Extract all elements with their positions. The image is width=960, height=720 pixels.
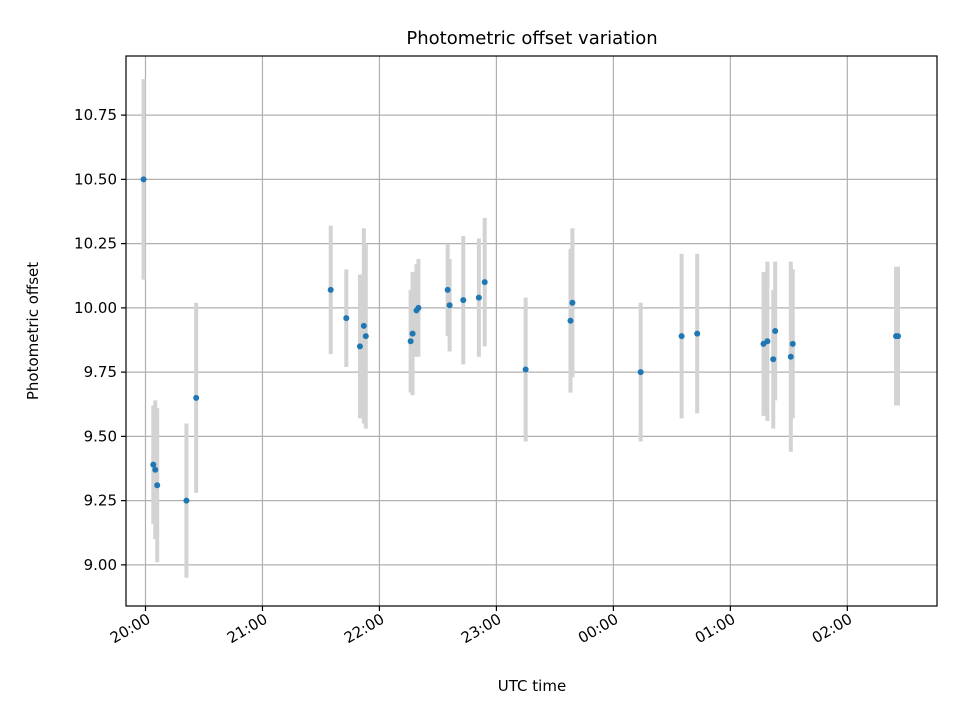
plot-area-frame (125, 55, 938, 607)
y-tick-label: 9.75 (84, 363, 117, 381)
y-tick-label: 10.75 (74, 106, 117, 124)
data-point (770, 356, 777, 363)
y-tick-label: 10.00 (74, 299, 117, 317)
y-tick-label: 9.00 (84, 556, 117, 574)
data-point (327, 286, 334, 293)
data-point (409, 330, 416, 337)
data-point (150, 461, 157, 468)
y-tick-label: 10.25 (74, 235, 117, 253)
grid (126, 56, 937, 606)
data-point (772, 328, 779, 334)
data-point (764, 338, 771, 345)
data-point (343, 315, 350, 322)
y-tick-label: 10.50 (74, 170, 117, 188)
data-point (183, 497, 190, 504)
data-point (415, 304, 422, 311)
data-point (637, 369, 644, 376)
data-point (360, 322, 367, 329)
data-point (569, 299, 576, 306)
data-point (152, 466, 159, 473)
y-axis-title: Photometric offset (24, 262, 42, 400)
data-point (154, 482, 161, 489)
data-point (787, 353, 794, 360)
data-point (567, 317, 574, 324)
data-point (678, 333, 685, 340)
data-point (895, 333, 902, 340)
y-tick-label: 9.50 (84, 427, 117, 445)
data-point (475, 294, 482, 301)
y-axis-ticks: 9.00 9.25 9.50 9.75 10.00 10.25 10.50 10.75 (74, 106, 126, 574)
data-point (481, 279, 488, 286)
data-points (140, 176, 902, 504)
data-point (356, 343, 363, 350)
x-axis-title: UTC time (498, 677, 566, 695)
data-point (140, 176, 147, 183)
data-point (694, 330, 701, 337)
data-point (522, 366, 529, 373)
data-point (193, 394, 200, 401)
y-tick-label: 9.25 (84, 492, 117, 510)
data-point (444, 286, 451, 293)
chart-title: Photometric offset variation (406, 28, 657, 49)
data-point (407, 338, 414, 345)
data-point (460, 297, 467, 304)
data-point (789, 340, 796, 347)
data-point (362, 333, 369, 340)
data-point (446, 302, 453, 309)
